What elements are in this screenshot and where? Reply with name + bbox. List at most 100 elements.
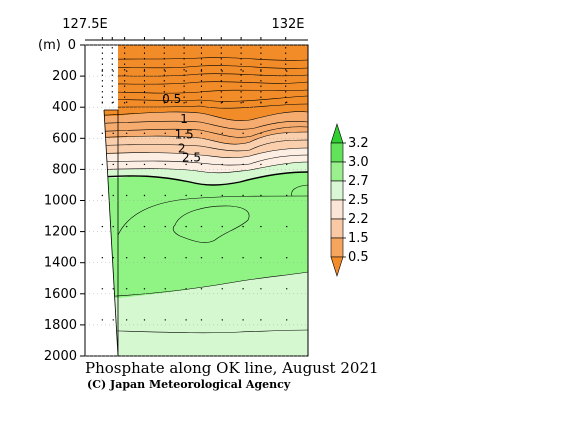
station-sample — [200, 163, 203, 166]
station-sample — [221, 194, 223, 197]
station-sample — [143, 257, 146, 259]
station-sample — [200, 257, 203, 259]
station-sample — [101, 132, 104, 134]
contour-line — [85, 126, 308, 138]
station-sample — [286, 132, 288, 134]
fill-region-deep — [85, 330, 308, 356]
colorbar-tick-label: 2.2 — [348, 212, 369, 227]
station-sample — [143, 319, 146, 321]
station-sample — [112, 319, 114, 321]
colorbar-segment — [330, 237, 344, 258]
y-tick-label: 800 — [52, 162, 77, 177]
station-sample — [125, 257, 128, 259]
station-sample — [260, 101, 262, 103]
station-sample — [143, 194, 146, 197]
station-sample — [286, 194, 288, 197]
station-sample — [112, 101, 114, 103]
y-tick-label: 0 — [68, 38, 76, 53]
station-sample — [286, 225, 288, 228]
station-sample — [164, 194, 166, 197]
station-sample — [112, 163, 114, 166]
colorbar-segment — [330, 161, 344, 182]
station-sample — [200, 319, 203, 321]
station-sample — [143, 70, 146, 72]
station-sample — [221, 163, 223, 166]
contour-line — [85, 329, 308, 334]
station-sample — [221, 288, 223, 290]
station-sample — [260, 163, 262, 166]
station-sample — [242, 225, 244, 228]
station-sample — [286, 319, 288, 321]
station-sample — [101, 194, 104, 197]
contour-line — [85, 57, 308, 61]
station-sample — [221, 225, 223, 228]
station-sample — [112, 225, 114, 228]
station-sample — [101, 70, 104, 72]
contour-lines — [85, 57, 308, 334]
y-tick-label: 1800 — [44, 318, 77, 333]
colorbar-tick-label: 3.2 — [348, 136, 369, 151]
station-sample — [242, 101, 244, 103]
station-sample — [164, 163, 166, 166]
y-tick-label: 1200 — [44, 225, 77, 240]
contour-line — [85, 131, 308, 145]
fill-region-2_2-2_5 — [85, 132, 308, 158]
contour-line — [85, 271, 308, 299]
station-sample — [242, 132, 244, 134]
station-sample — [101, 163, 104, 166]
station-sample — [200, 194, 203, 197]
contour-line — [291, 184, 308, 197]
colorbar-tick-label: 1.5 — [348, 231, 369, 246]
contour-label: 2 — [178, 142, 186, 156]
y-tick-label: 400 — [52, 100, 77, 115]
y-tick-label: 2000 — [44, 349, 77, 364]
station-sample — [143, 225, 146, 228]
station-sample — [112, 194, 114, 197]
fill-region-3_0-3_2 — [85, 172, 308, 298]
chart-credit: (C) Japan Meteorological Agency — [87, 378, 291, 391]
station-sample — [101, 319, 104, 321]
contour-fills — [85, 45, 308, 356]
contour-label: 0.5 — [162, 92, 181, 106]
colorbar-arrow-top — [330, 123, 344, 144]
station-sample — [185, 257, 187, 259]
station-sample — [143, 288, 146, 290]
contour-label: 1 — [180, 112, 188, 126]
chart-title: Phosphate along OK line, August 2021 — [85, 359, 379, 377]
contour-line — [117, 195, 308, 236]
station-sample — [112, 257, 114, 259]
station-sample — [200, 101, 203, 103]
station-sample — [221, 319, 223, 321]
y-tick-label: 1600 — [44, 287, 77, 302]
colorbar-segment — [330, 142, 344, 163]
contour-label: 1.5 — [175, 128, 194, 142]
station-sample — [101, 225, 104, 228]
station-sample — [185, 319, 187, 321]
station-sample — [125, 163, 128, 166]
station-sample — [200, 132, 203, 134]
station-sample — [164, 288, 166, 290]
station-sample — [286, 163, 288, 166]
y-tick-label: 1400 — [44, 256, 77, 271]
station-sample — [101, 101, 104, 103]
contour-line — [85, 139, 308, 152]
station-sample — [260, 288, 262, 290]
seafloor-edge — [104, 109, 119, 356]
contour-line — [85, 89, 308, 94]
contour-line — [85, 111, 308, 121]
station-sample — [101, 257, 104, 259]
station-sample — [164, 132, 166, 134]
colorbar-tick-label: 2.7 — [348, 174, 369, 189]
station-sample — [242, 288, 244, 290]
station-sample — [260, 225, 262, 228]
station-sample — [164, 257, 166, 259]
station-sample — [200, 288, 203, 290]
contour-label: 2.5 — [182, 150, 201, 164]
colorbar-segment — [330, 218, 344, 239]
contour-line — [85, 154, 308, 166]
station-sample — [112, 288, 114, 290]
station-sample — [200, 70, 203, 72]
station-sample — [200, 225, 203, 228]
contour-labels: 0.5 1 1.522.5 — [162, 92, 201, 164]
